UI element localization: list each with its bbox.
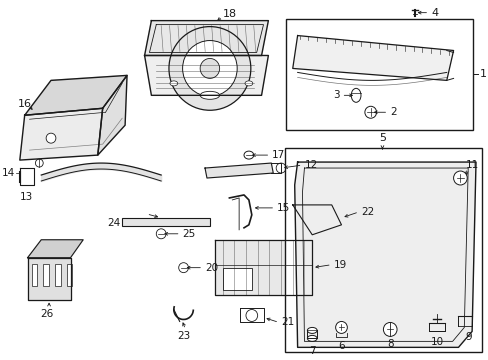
Circle shape (35, 159, 43, 167)
Bar (222, 268, 251, 289)
Text: 2: 2 (389, 107, 396, 117)
Text: 21: 21 (281, 318, 294, 328)
Ellipse shape (350, 88, 360, 102)
Circle shape (335, 321, 346, 333)
Circle shape (245, 310, 257, 321)
Text: 5: 5 (378, 133, 385, 143)
Text: 18: 18 (222, 9, 236, 19)
Bar (66, 264, 72, 285)
Text: 22: 22 (360, 207, 373, 217)
Text: 6: 6 (338, 341, 344, 351)
Circle shape (200, 58, 219, 78)
Polygon shape (20, 108, 102, 160)
Polygon shape (98, 75, 127, 155)
Polygon shape (27, 240, 83, 258)
Text: 19: 19 (333, 260, 346, 270)
Ellipse shape (244, 81, 252, 86)
Text: 17: 17 (272, 150, 285, 160)
Polygon shape (144, 55, 268, 95)
Text: 12: 12 (304, 160, 317, 170)
Text: 13: 13 (20, 192, 33, 202)
Polygon shape (144, 21, 268, 55)
Text: 15: 15 (277, 203, 290, 213)
Bar (122, 218, 209, 226)
Text: 25: 25 (182, 229, 196, 239)
Circle shape (276, 163, 285, 173)
Polygon shape (214, 240, 312, 294)
Text: 16: 16 (18, 99, 32, 109)
Circle shape (182, 41, 237, 96)
Text: 3: 3 (332, 90, 339, 100)
Ellipse shape (170, 81, 177, 86)
Text: 1: 1 (479, 69, 486, 80)
Text: 9: 9 (464, 332, 470, 342)
Ellipse shape (307, 328, 317, 333)
Bar (285, 148, 481, 352)
Text: 24: 24 (107, 218, 120, 228)
Text: 26: 26 (41, 310, 54, 319)
Text: 23: 23 (177, 332, 190, 341)
Text: 11: 11 (465, 160, 479, 170)
Text: 14: 14 (1, 168, 15, 178)
Text: 4: 4 (430, 8, 437, 18)
Text: 20: 20 (204, 263, 218, 273)
Polygon shape (292, 205, 341, 235)
Circle shape (383, 323, 396, 336)
Ellipse shape (364, 106, 376, 118)
Ellipse shape (244, 151, 253, 159)
Bar (31, 264, 37, 285)
Bar (55, 264, 61, 285)
Ellipse shape (453, 171, 466, 185)
Bar (43, 264, 49, 285)
Polygon shape (24, 75, 127, 115)
Text: 8: 8 (386, 339, 393, 350)
Text: 7: 7 (308, 346, 315, 356)
Polygon shape (27, 258, 70, 300)
Polygon shape (204, 163, 273, 178)
Polygon shape (292, 36, 453, 80)
Ellipse shape (200, 91, 219, 99)
Circle shape (169, 27, 250, 110)
Circle shape (46, 133, 56, 143)
Polygon shape (294, 162, 475, 347)
Ellipse shape (307, 336, 317, 341)
Ellipse shape (156, 229, 166, 239)
Text: 10: 10 (429, 337, 443, 347)
Ellipse shape (178, 263, 188, 273)
Bar (285, 19, 472, 130)
